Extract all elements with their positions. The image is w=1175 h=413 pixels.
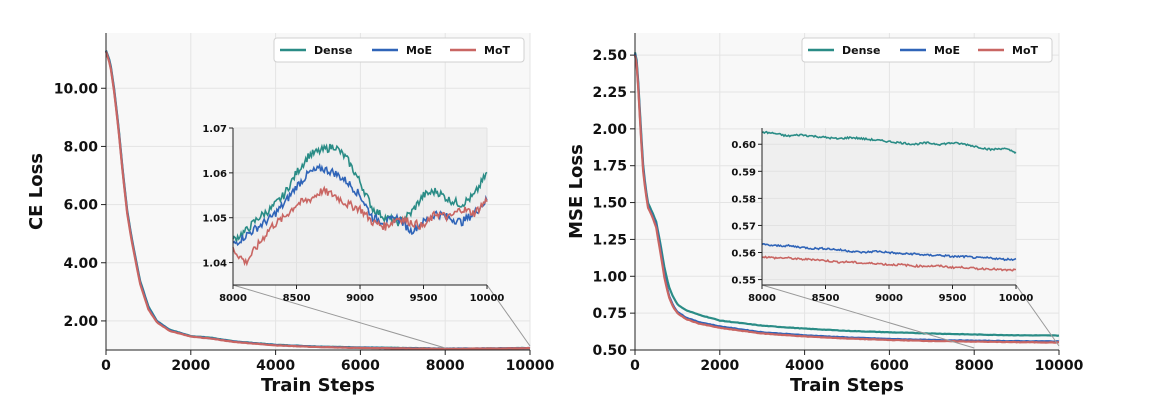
legend-box xyxy=(273,37,525,63)
inset-series-line-dense xyxy=(232,143,488,242)
x-axis-label: Train Steps xyxy=(261,375,375,396)
inset-y-tick-label: 0.59 xyxy=(731,167,756,178)
inset-series-line-dense xyxy=(761,130,1017,154)
x-tick-label: 4000 xyxy=(785,358,824,374)
inset-x-tick-label: 9500 xyxy=(939,293,967,304)
legend-label-dense: Dense xyxy=(314,44,352,57)
y-axis-label: MSE Loss xyxy=(566,144,587,239)
x-tick-label: 6000 xyxy=(870,358,909,374)
x-tick-label: 2000 xyxy=(700,358,739,374)
legend-label-moe: MoE xyxy=(406,44,432,57)
y-tick-label: 2.50 xyxy=(592,48,627,64)
inset-series-line-mot xyxy=(232,185,488,267)
y-tick-label: 2.00 xyxy=(592,122,627,138)
inset-y-tick-label: 0.55 xyxy=(731,276,756,287)
inset-series-line-mot xyxy=(761,255,1017,272)
inset-y-tick-label: 0.58 xyxy=(731,194,756,205)
inset-x-tick-label: 10000 xyxy=(999,293,1034,304)
y-tick-label: 1.00 xyxy=(592,269,627,285)
inset-x-tick-label: 8500 xyxy=(812,293,840,304)
x-tick-label: 2000 xyxy=(171,358,210,374)
x-tick-label: 8000 xyxy=(955,358,994,374)
chart-panel-1: 0 2000 4000 6000 8000 10000 2.00 4.00 6.00 8.00 10… xyxy=(26,33,555,396)
y-tick-label: 1.75 xyxy=(592,159,627,175)
inset-x-tick-label: 9500 xyxy=(410,293,438,304)
inset-y-tick-label: 0.57 xyxy=(731,221,756,232)
inset-y-tick-label: 1.06 xyxy=(202,169,227,180)
x-tick-label: 0 xyxy=(101,358,111,374)
inset-y-tick-label: 1.05 xyxy=(202,214,227,225)
zoom-connector-line xyxy=(1015,284,1060,347)
x-tick-label: 4000 xyxy=(256,358,295,374)
inset-x-tick-label: 10000 xyxy=(470,293,505,304)
y-tick-label: 6.00 xyxy=(63,198,98,214)
y-tick-label: 4.00 xyxy=(63,256,98,272)
zoom-connector-line xyxy=(486,284,531,347)
x-tick-label: 10000 xyxy=(506,358,555,374)
inset-x-tick-label: 8000 xyxy=(219,293,247,304)
inset-x-tick-label: 9000 xyxy=(875,293,903,304)
y-tick-label: 2.00 xyxy=(63,314,98,330)
series-line-dense xyxy=(633,52,1060,337)
inset-x-tick-label: 8000 xyxy=(748,293,776,304)
x-tick-label: 0 xyxy=(630,358,640,374)
y-axis-label: CE Loss xyxy=(26,153,47,230)
series-line-mot xyxy=(104,51,531,351)
x-tick-label: 6000 xyxy=(341,358,380,374)
inset-y-tick-label: 1.04 xyxy=(202,259,227,270)
inset-x-tick-label: 9000 xyxy=(346,293,374,304)
legend-box xyxy=(801,37,1053,63)
inset-y-tick-label: 0.56 xyxy=(731,249,756,260)
chart-panel-2: 0 2000 4000 6000 8000 10000 0.50 0.75 1.00 1.25 1.… xyxy=(566,33,1084,396)
legend-label-moe: MoE xyxy=(934,44,960,57)
inset-y-tick-label: 1.07 xyxy=(202,124,227,135)
legend-label-dense: Dense xyxy=(842,44,880,57)
y-tick-label: 8.00 xyxy=(63,139,98,155)
x-tick-label: 10000 xyxy=(1035,358,1084,374)
inset-y-tick-label: 0.60 xyxy=(731,140,756,151)
x-tick-label: 8000 xyxy=(426,358,465,374)
y-tick-label: 2.25 xyxy=(592,85,627,101)
series-line-mot xyxy=(633,55,1060,344)
inset-x-tick-label: 8500 xyxy=(283,293,311,304)
inset-series-line-moe xyxy=(761,242,1017,262)
series-line-moe xyxy=(633,53,1060,343)
x-axis-label: Train Steps xyxy=(790,375,904,396)
zoom-inset: 8000 8500 9000 9500 10000 1.04 1.05 1.06 1.07 xyxy=(202,124,531,349)
legend-label-mot: MoT xyxy=(484,44,511,57)
y-tick-label: 0.75 xyxy=(592,306,627,322)
legend-label-mot: MoT xyxy=(1012,44,1039,57)
y-tick-label: 10.00 xyxy=(54,81,99,97)
zoom-connector-line xyxy=(232,284,446,349)
zoom-inset: 8000 8500 9000 9500 10000 0.55 0.56 0.57 0.58 0.5… xyxy=(731,128,1060,349)
y-tick-label: 1.50 xyxy=(592,196,627,212)
y-tick-label: 1.25 xyxy=(592,232,627,248)
legend: Dense MoE MoT xyxy=(273,37,525,63)
y-tick-label: 0.50 xyxy=(592,343,627,359)
legend: Dense MoE MoT xyxy=(801,37,1053,63)
zoom-connector-line xyxy=(761,284,975,349)
